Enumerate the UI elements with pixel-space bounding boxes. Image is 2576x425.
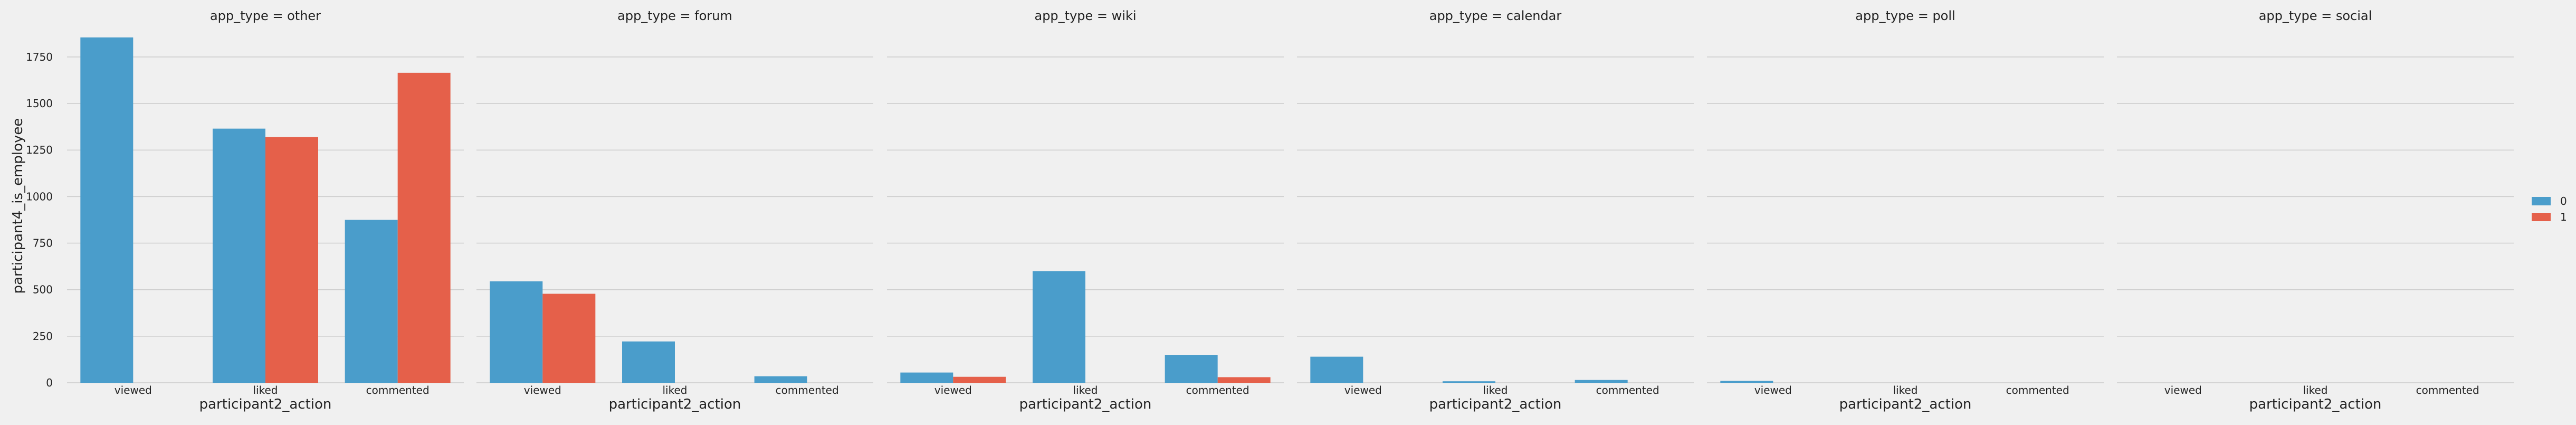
x-tick-label-2-commented: commented xyxy=(1186,384,1249,396)
bar-4-viewed-series-0 xyxy=(1720,381,1773,383)
x-tick-label-3-viewed: viewed xyxy=(1344,384,1382,396)
bar-1-liked-series-0 xyxy=(622,341,675,383)
legend-swatch-0 xyxy=(2532,197,2551,205)
x-tick-label-5-liked: liked xyxy=(2303,384,2328,396)
x-axis-label-0: participant2_action xyxy=(199,396,332,412)
bar-2-viewed-series-0 xyxy=(900,372,953,383)
x-tick-label-1-viewed: viewed xyxy=(524,384,561,396)
y-tick-label-5: 1250 xyxy=(26,144,53,156)
x-tick-label-4-commented: commented xyxy=(2006,384,2069,396)
bar-3-commented-series-0 xyxy=(1575,380,1628,383)
bar-0-viewed-series-0 xyxy=(80,37,133,383)
x-axis-label-5: participant2_action xyxy=(2249,396,2382,412)
y-tick-label-3: 750 xyxy=(33,237,53,250)
x-tick-label-3-commented: commented xyxy=(1596,384,1659,396)
y-tick-label-6: 1500 xyxy=(26,97,53,110)
x-tick-label-0-commented: commented xyxy=(366,384,430,396)
legend-label-0: 0 xyxy=(2560,195,2567,207)
facet-title-0: app_type = other xyxy=(210,8,321,23)
x-tick-label-5-commented: commented xyxy=(2416,384,2479,396)
legend-label-1: 1 xyxy=(2560,211,2567,223)
bar-3-viewed-series-0 xyxy=(1310,356,1363,383)
bar-2-commented-series-1 xyxy=(1217,377,1271,383)
x-tick-label-1-liked: liked xyxy=(663,384,688,396)
bar-1-commented-series-0 xyxy=(754,376,807,383)
facet-title-5: app_type = social xyxy=(2259,8,2372,23)
x-tick-label-0-viewed: viewed xyxy=(115,384,152,396)
facet-title-4: app_type = poll xyxy=(1855,8,1955,23)
facet-title-2: app_type = wiki xyxy=(1034,8,1136,23)
bar-2-commented-series-0 xyxy=(1165,355,1218,383)
facet-title-1: app_type = forum xyxy=(617,8,732,23)
x-axis-label-3: participant2_action xyxy=(1429,396,1562,412)
bar-0-liked-series-1 xyxy=(265,137,318,383)
x-tick-label-0-liked: liked xyxy=(253,384,278,396)
x-tick-label-4-liked: liked xyxy=(1893,384,1918,396)
x-tick-label-3-liked: liked xyxy=(1483,384,1508,396)
x-tick-label-2-viewed: viewed xyxy=(934,384,972,396)
y-axis-label: participant4_is_employee xyxy=(10,118,26,294)
bar-0-liked-series-0 xyxy=(213,128,265,383)
x-tick-label-5-viewed: viewed xyxy=(2164,384,2202,396)
bar-1-viewed-series-1 xyxy=(542,294,596,383)
bar-2-liked-series-0 xyxy=(1033,271,1085,383)
x-axis-label-4: participant2_action xyxy=(1839,396,1972,412)
x-axis-label-1: participant2_action xyxy=(609,396,741,412)
y-tick-label-4: 1000 xyxy=(26,190,53,203)
bar-2-viewed-series-1 xyxy=(953,376,1006,383)
y-tick-label-0: 0 xyxy=(46,376,53,389)
y-tick-label-1: 250 xyxy=(33,330,53,343)
bar-1-viewed-series-0 xyxy=(490,281,543,383)
y-tick-label-7: 1750 xyxy=(26,51,53,63)
bar-0-commented-series-1 xyxy=(397,72,451,383)
x-tick-label-2-liked: liked xyxy=(1073,384,1098,396)
bar-3-liked-series-0 xyxy=(1443,381,1495,383)
legend-swatch-1 xyxy=(2532,213,2551,221)
facet-title-3: app_type = calendar xyxy=(1429,8,1562,23)
x-tick-label-4-viewed: viewed xyxy=(1754,384,1792,396)
y-tick-label-2: 500 xyxy=(33,284,53,296)
x-axis-label-2: participant2_action xyxy=(1019,396,1152,412)
bar-0-commented-series-0 xyxy=(345,220,398,383)
x-tick-label-1-commented: commented xyxy=(776,384,839,396)
